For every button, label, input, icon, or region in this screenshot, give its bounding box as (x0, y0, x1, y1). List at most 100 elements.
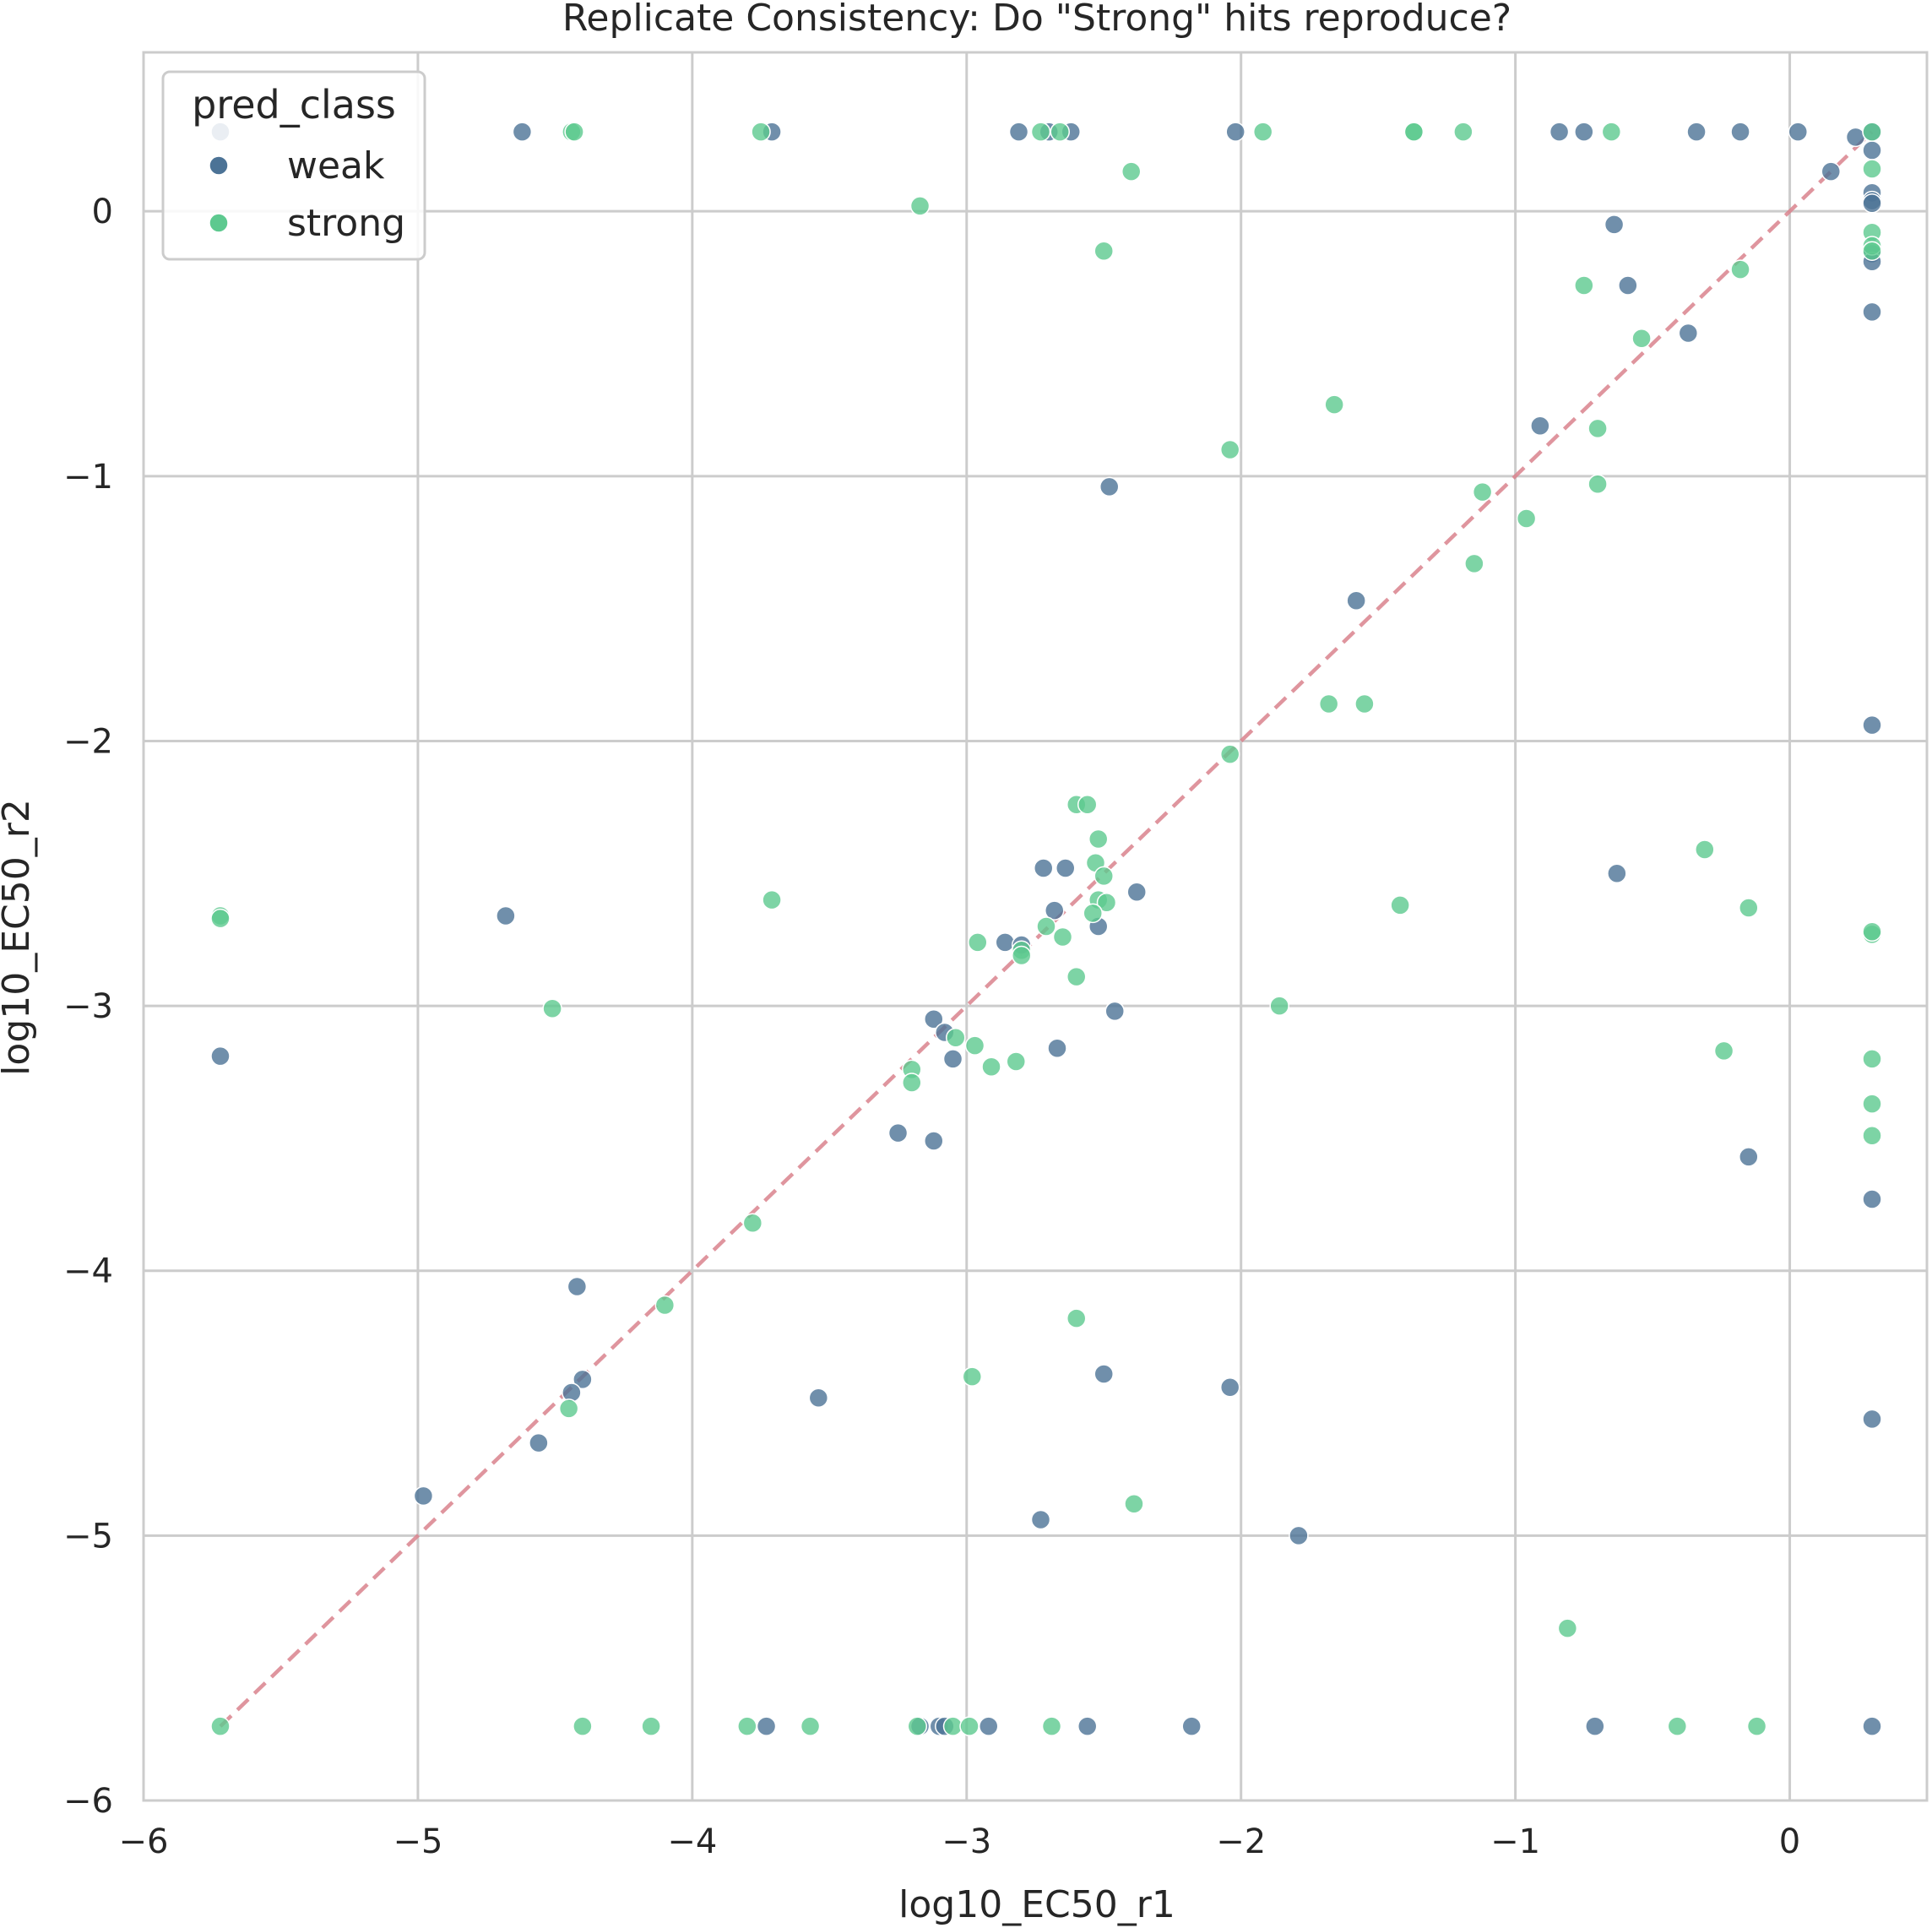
data-point-weak (1094, 1364, 1114, 1384)
x-tick-label: −1 (1490, 1822, 1540, 1861)
data-point-strong (1030, 122, 1051, 142)
data-point-weak (413, 1485, 434, 1507)
data-point-weak (1574, 122, 1594, 142)
data-point-strong (742, 1213, 763, 1234)
data-point-strong (1269, 996, 1289, 1016)
x-tick-label: −6 (119, 1822, 169, 1861)
data-point-strong (1587, 474, 1608, 494)
data-point-weak (808, 1388, 829, 1409)
x-axis-label: log10_EC50_r1 (898, 1883, 1175, 1926)
data-point-strong (641, 1716, 661, 1736)
data-point-weak (1862, 301, 1882, 323)
data-point-strong (1318, 693, 1339, 714)
x-tick-label: −3 (942, 1822, 991, 1861)
data-point-strong (1713, 1040, 1734, 1062)
data-point-strong (1730, 259, 1750, 280)
data-point-weak (1607, 863, 1627, 884)
data-point-weak (1585, 1716, 1605, 1736)
data-point-strong (981, 1056, 1001, 1077)
data-point-strong (573, 1716, 593, 1736)
data-point-strong (1516, 508, 1537, 529)
data-point-strong (1219, 439, 1240, 460)
data-point-strong (1083, 903, 1103, 924)
data-point-strong (210, 908, 231, 929)
data-point-weak (1126, 882, 1147, 902)
data-point-weak (512, 122, 533, 142)
data-point-weak (1346, 590, 1366, 611)
data-point-strong (564, 122, 584, 142)
data-point-weak (573, 1369, 593, 1390)
data-point-weak (1678, 323, 1699, 344)
data-point-weak (1862, 1409, 1882, 1430)
data-point-strong (1862, 241, 1882, 261)
data-point-weak (756, 1716, 777, 1736)
data-point-weak (1225, 122, 1245, 142)
data-point-weak (1099, 476, 1120, 497)
data-point-strong (902, 1073, 922, 1093)
data-point-weak (1862, 714, 1882, 736)
data-point-weak (1289, 1525, 1309, 1546)
legend-box (161, 70, 426, 261)
data-point-weak (1008, 122, 1029, 142)
data-point-strong (542, 998, 562, 1018)
data-point-weak (529, 1432, 549, 1453)
data-point-strong (1052, 926, 1073, 948)
y-tick-label: −6 (63, 1782, 113, 1821)
data-point-strong (1862, 921, 1882, 942)
tick-labels: −6 −5 −4 −3 −2 −1 0 −6 −5 −4 −3 −2 −1 0 (63, 193, 1800, 1861)
data-point-weak (1055, 858, 1076, 878)
data-point-weak (1862, 1716, 1882, 1736)
x-tick-label: −4 (667, 1822, 717, 1861)
data-point-strong (1124, 1493, 1144, 1514)
series-strong (210, 122, 1882, 1736)
y-tick-label: −5 (63, 1517, 113, 1556)
data-point-strong (800, 1716, 821, 1736)
plot-frame (142, 51, 1929, 1802)
data-point-weak (1739, 1147, 1759, 1167)
y-tick-label: 0 (92, 193, 113, 231)
data-point-weak (1686, 122, 1707, 142)
data-point-strong (962, 1366, 983, 1387)
y-tick-label: −3 (63, 987, 113, 1026)
data-point-strong (1464, 553, 1484, 574)
data-point-weak (496, 905, 516, 926)
data-point-weak (1181, 1716, 1202, 1736)
data-point-weak (1845, 127, 1866, 148)
legend-marker-strong (209, 213, 229, 233)
data-point-weak (1862, 140, 1882, 160)
data-point-strong (1354, 693, 1375, 714)
data-point-weak (1730, 122, 1750, 142)
data-point-strong (909, 196, 931, 216)
data-point-strong (1006, 1051, 1027, 1072)
data-point-strong (751, 122, 771, 142)
data-point-strong (1252, 122, 1273, 142)
data-point-strong (1219, 744, 1240, 764)
data-point-weak (995, 932, 1016, 953)
data-point-strong (1695, 839, 1715, 860)
data-point-strong (1121, 161, 1142, 182)
data-point-strong (1472, 481, 1493, 502)
data-point-strong (1050, 122, 1070, 142)
data-point-strong (1862, 1094, 1882, 1114)
data-point-strong (1862, 1126, 1882, 1146)
data-point-weak (1549, 122, 1570, 142)
data-point-weak (1104, 1001, 1125, 1022)
data-point-strong (1066, 1308, 1087, 1328)
data-point-strong (1324, 394, 1344, 415)
data-point-strong (1453, 122, 1473, 142)
data-point-weak (924, 1009, 944, 1029)
y-tick-label: −4 (63, 1252, 113, 1291)
data-point-weak (1219, 1377, 1240, 1398)
data-point-weak (1862, 1189, 1882, 1209)
data-point-strong (762, 889, 782, 910)
data-point-weak (1030, 1509, 1051, 1530)
data-point-strong (907, 1716, 928, 1736)
legend-marker-weak (209, 155, 229, 176)
data-point-strong (1077, 794, 1098, 815)
x-tick-label: −5 (393, 1822, 442, 1861)
chart-title: Replicate Consistency: Do "Strong" hits … (562, 0, 1511, 40)
data-point-weak (979, 1716, 999, 1736)
data-point-weak (1821, 161, 1842, 182)
data-point-weak (567, 1276, 588, 1297)
data-point-weak (1862, 193, 1882, 214)
